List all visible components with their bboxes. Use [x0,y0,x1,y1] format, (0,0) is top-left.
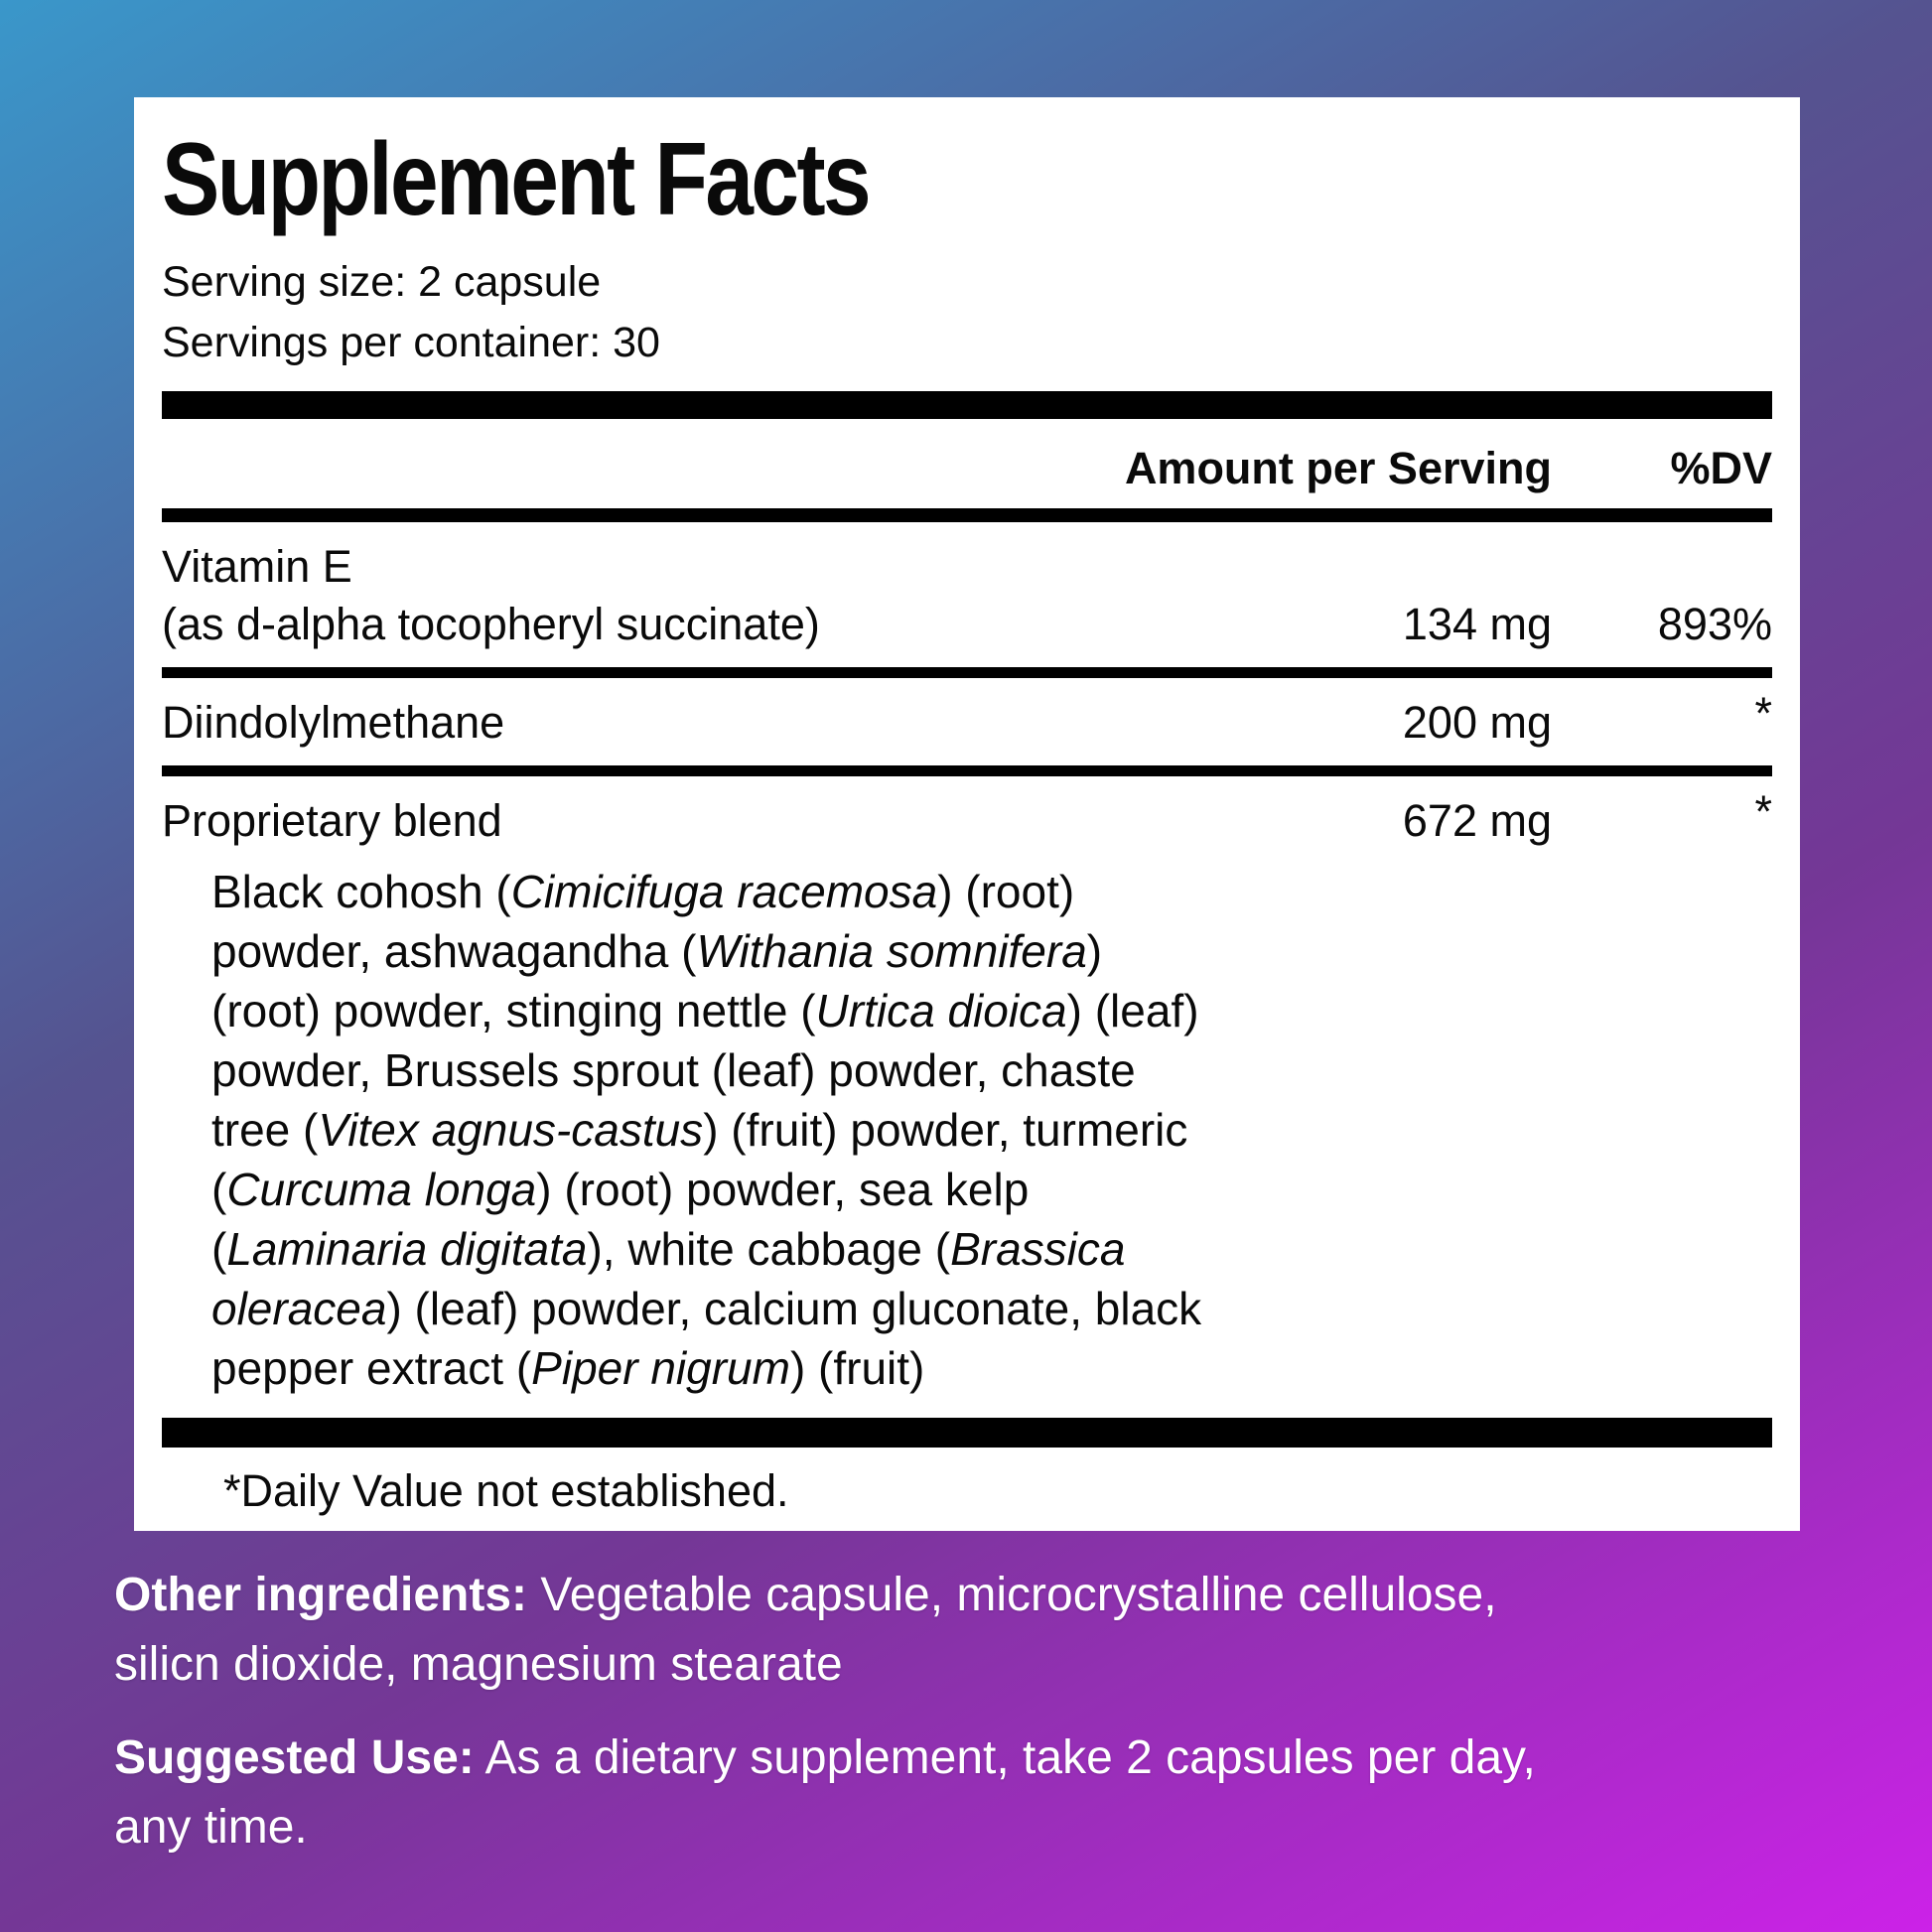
suggested-use-text1: As a dietary supplement, take 2 capsules… [474,1731,1536,1784]
blend-line: Black cohosh (Cimicifuga racemosa) (root… [211,866,1075,918]
supplement-facts-panel: Supplement Facts Serving size: 2 capsule… [134,97,1800,1531]
ingredient-dv: 893% [1657,599,1772,650]
blend-line: (root) powder, stinging nettle (Urtica d… [211,985,1199,1037]
blend-line: pepper extract (Piper nigrum) (fruit) [211,1342,925,1395]
ingredient-amount: 672 mg [1402,795,1552,847]
ingredient-name-line2: (as d-alpha tocopheryl succinate) [162,599,820,650]
ingredient-dv: * [1754,786,1772,838]
blend-line: (Laminaria digitata), white cabbage (Bra… [211,1223,1126,1276]
serving-size-text: Serving size: 2 capsule [162,258,602,307]
daily-value-footnote: *Daily Value not established. [223,1465,789,1517]
proprietary-blend-description: Black cohosh (Cimicifuga racemosa) (root… [211,862,1562,1398]
other-ingredients-line2: silicn dioxide, magnesium stearate [114,1630,1832,1700]
ingredient-amount: 200 mg [1402,697,1552,749]
table-row-diindolylmethane: Diindolylmethane 200 mg * [162,678,1772,777]
table-header-row: Amount per Serving %DV [162,419,1772,523]
blend-line: tree (Vitex agnus-castus) (fruit) powder… [211,1104,1188,1157]
suggested-use-text2: any time. [114,1801,308,1854]
ingredient-amount: 134 mg [1402,599,1552,650]
suggested-use-line1: Suggested Use: As a dietary supplement, … [114,1724,1832,1793]
blend-line: oleracea) (leaf) powder, calcium glucona… [211,1283,1202,1335]
other-ingredients-text2: silicn dioxide, magnesium stearate [114,1638,843,1691]
suggested-use-label: Suggested Use: [114,1731,475,1784]
table-row-vitamin-e: Vitamin E (as d-alpha tocopheryl succina… [162,522,1772,679]
blend-line: powder, Brussels sprout (leaf) powder, c… [211,1044,1136,1097]
servings-per-container-text: Servings per container: 30 [162,319,660,367]
ingredient-name: Diindolylmethane [162,697,505,749]
serving-info: Serving size: 2 capsule Servings per con… [162,252,1772,373]
ingredient-name-line1: Vitamin E [162,541,352,593]
table-row-proprietary-blend: Proprietary blend 672 mg * [162,776,1772,856]
other-ingredients-text1: Vegetable capsule, microcrystalline cell… [527,1569,1497,1621]
suggested-use-line2: any time. [114,1793,1832,1863]
blend-line: (Curcuma longa) (root) powder, sea kelp [211,1164,1030,1216]
panel-title: Supplement Facts [162,122,872,237]
header-spacer [162,443,1125,494]
other-ingredients-line1: Other ingredients: Vegetable capsule, mi… [114,1561,1832,1630]
blend-line: powder, ashwagandha (Withania somnifera) [211,925,1103,978]
other-ingredients-label: Other ingredients: [114,1569,528,1621]
amount-per-serving-header: Amount per Serving [1124,443,1552,494]
ingredient-name: Vitamin E (as d-alpha tocopheryl succina… [162,538,1403,653]
thick-divider-top [162,391,1772,420]
bottom-notes: Other ingredients: Vegetable capsule, mi… [114,1561,1832,1863]
percent-dv-header: %DV [1670,443,1772,494]
thick-divider-bottom [162,1418,1772,1449]
ingredient-name: Proprietary blend [162,795,502,847]
ingredient-dv: * [1754,688,1772,740]
